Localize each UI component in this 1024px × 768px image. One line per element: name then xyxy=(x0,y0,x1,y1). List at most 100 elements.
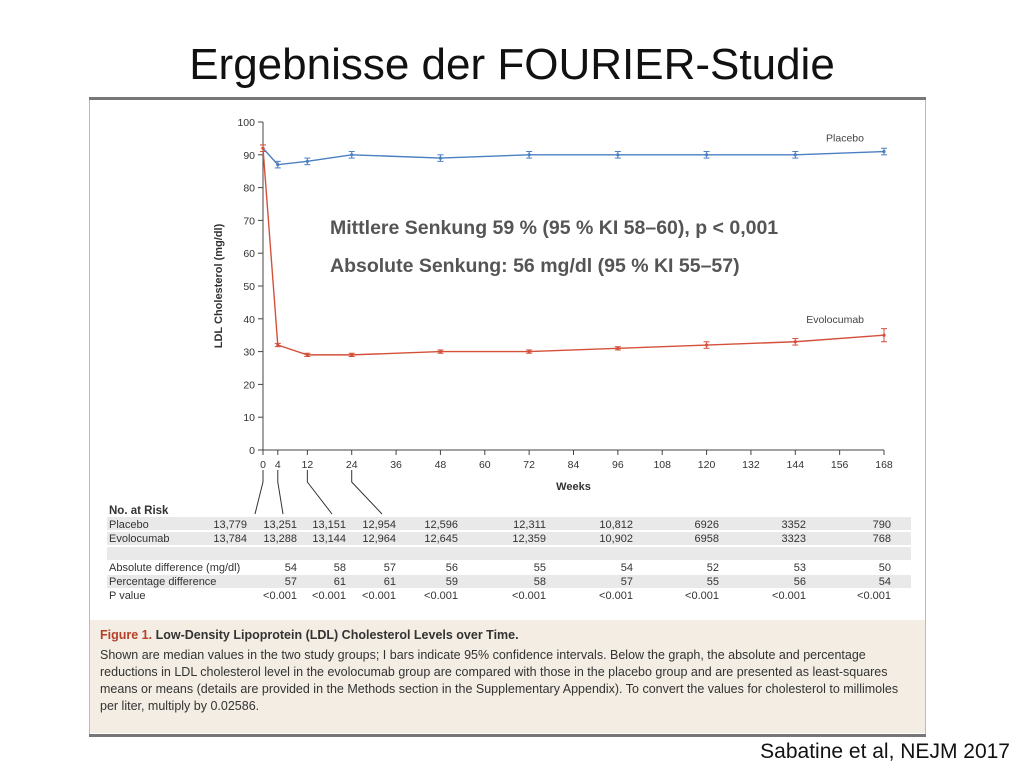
diff-cell: 54 xyxy=(879,576,891,588)
figure-top-rule xyxy=(89,97,926,100)
x-tick-label: 108 xyxy=(653,459,671,471)
connector-line xyxy=(306,470,333,515)
diff-cell: <0.001 xyxy=(772,590,806,602)
risk-cell: 3323 xyxy=(782,533,806,545)
chart-series: Placebo Evolocumab xyxy=(260,133,887,358)
y-tick-label: 30 xyxy=(243,347,255,359)
diff-cell: <0.001 xyxy=(685,590,719,602)
y-axis-label: LDL Cholesterol (mg/dl) xyxy=(213,223,225,348)
diff-cell: 59 xyxy=(446,576,458,588)
data-point xyxy=(793,340,797,344)
connector-line xyxy=(351,470,383,515)
diff-cell: 57 xyxy=(384,562,396,574)
data-point xyxy=(438,156,443,160)
diff-cell: 55 xyxy=(534,562,546,574)
risk-table: No. at Risk Placebo 13,779 13,251 13,151 12,9… xyxy=(107,470,911,602)
data-point xyxy=(882,333,886,337)
connector-line xyxy=(254,470,264,515)
risk-cell: 12,359 xyxy=(512,533,546,545)
risk-cell: 13,251 xyxy=(263,519,297,531)
data-point xyxy=(793,153,797,157)
overlay-line-1: Mittlere Senkung 59 % (95 % KI 58–60), p… xyxy=(330,217,778,239)
data-point xyxy=(261,146,265,150)
x-tick-label: 144 xyxy=(787,459,805,471)
y-tick-label: 50 xyxy=(243,281,255,293)
citation: Sabatine et al, NEJM 2017 xyxy=(760,740,1010,763)
y-tick-label: 100 xyxy=(237,117,255,129)
y-tick-label: 40 xyxy=(243,314,255,326)
y-tick-label: 80 xyxy=(243,183,255,195)
data-point xyxy=(882,149,886,154)
y-tick-label: 10 xyxy=(243,412,255,424)
diff-cell: 54 xyxy=(621,562,633,574)
diff-cell: 57 xyxy=(621,576,633,588)
data-point xyxy=(276,343,280,347)
figure-right-border xyxy=(925,100,926,734)
diff-cell: 58 xyxy=(334,562,346,574)
table-row-shade xyxy=(107,517,911,530)
x-tick-label: 72 xyxy=(523,459,535,471)
connector-line xyxy=(277,470,284,515)
risk-row-label: Placebo xyxy=(109,519,149,531)
diff-cell: <0.001 xyxy=(857,590,891,602)
risk-cell: 6926 xyxy=(695,519,719,531)
series-line-evolocumab xyxy=(262,148,885,356)
risk-cell: 790 xyxy=(873,519,891,531)
x-tick-label: 48 xyxy=(435,459,447,471)
figure-bottom-rule xyxy=(89,734,926,737)
x-tick-label: 120 xyxy=(698,459,716,471)
diff-cell: 56 xyxy=(446,562,458,574)
diff-cell: <0.001 xyxy=(263,590,297,602)
table-row-shade xyxy=(107,532,911,545)
x-tick-label: 24 xyxy=(346,459,358,471)
risk-cell: 13,779 xyxy=(213,519,247,531)
diff-cell: 56 xyxy=(794,576,806,588)
data-point xyxy=(350,153,354,157)
diff-cell: <0.001 xyxy=(362,590,396,602)
data-point xyxy=(704,343,709,347)
series-label-placebo: Placebo xyxy=(826,133,864,145)
diff-cell: 53 xyxy=(794,562,806,574)
overlay-line-2: Absolute Senkung: 56 mg/dl (95 % KI 55–5… xyxy=(330,255,740,277)
x-axis-label: Weeks xyxy=(556,481,591,493)
data-point xyxy=(527,153,531,157)
risk-cell: 13,288 xyxy=(263,533,297,545)
risk-cell: 12,645 xyxy=(424,533,458,545)
y-tick-label: 70 xyxy=(243,215,255,227)
risk-cell: 13,151 xyxy=(312,519,346,531)
series-label-evolocumab: Evolocumab xyxy=(806,314,864,326)
data-point xyxy=(305,159,309,163)
y-tick-label: 60 xyxy=(243,248,255,260)
diff-cell: 52 xyxy=(707,562,719,574)
data-point xyxy=(438,350,443,354)
diff-cell: <0.001 xyxy=(312,590,346,602)
diff-cell: <0.001 xyxy=(599,590,633,602)
caption-title: Low-Density Lipoprotein (LDL) Cholestero… xyxy=(155,628,519,642)
x-tick-label: 96 xyxy=(612,459,624,471)
risk-cell: 13,144 xyxy=(312,533,346,545)
figure-left-border xyxy=(89,100,90,734)
figure-caption: Figure 1. Low-Density Lipoprotein (LDL) … xyxy=(90,620,925,733)
table-row-shade xyxy=(107,547,911,560)
y-tick-label: 20 xyxy=(243,379,255,391)
risk-cell: 12,311 xyxy=(513,519,546,531)
x-tick-label: 156 xyxy=(831,459,849,471)
diff-cell: 54 xyxy=(285,562,297,574)
data-point xyxy=(616,153,620,157)
risk-table-header: No. at Risk xyxy=(109,505,169,517)
x-tick-label: 132 xyxy=(742,459,760,471)
x-tick-label: 60 xyxy=(479,459,491,471)
diff-cell: <0.001 xyxy=(512,590,546,602)
data-point xyxy=(276,163,280,167)
data-point xyxy=(305,353,309,357)
risk-cell: 768 xyxy=(873,533,891,545)
data-point xyxy=(616,346,620,350)
x-tick-label: 4 xyxy=(275,459,281,471)
risk-cell: 10,902 xyxy=(599,533,633,545)
diff-row-label: Percentage difference xyxy=(109,576,216,588)
x-tick-label: 12 xyxy=(302,459,314,471)
risk-cell: 3352 xyxy=(782,519,806,531)
slide-title: Ergebnisse der FOURIER-Studie xyxy=(189,40,835,89)
